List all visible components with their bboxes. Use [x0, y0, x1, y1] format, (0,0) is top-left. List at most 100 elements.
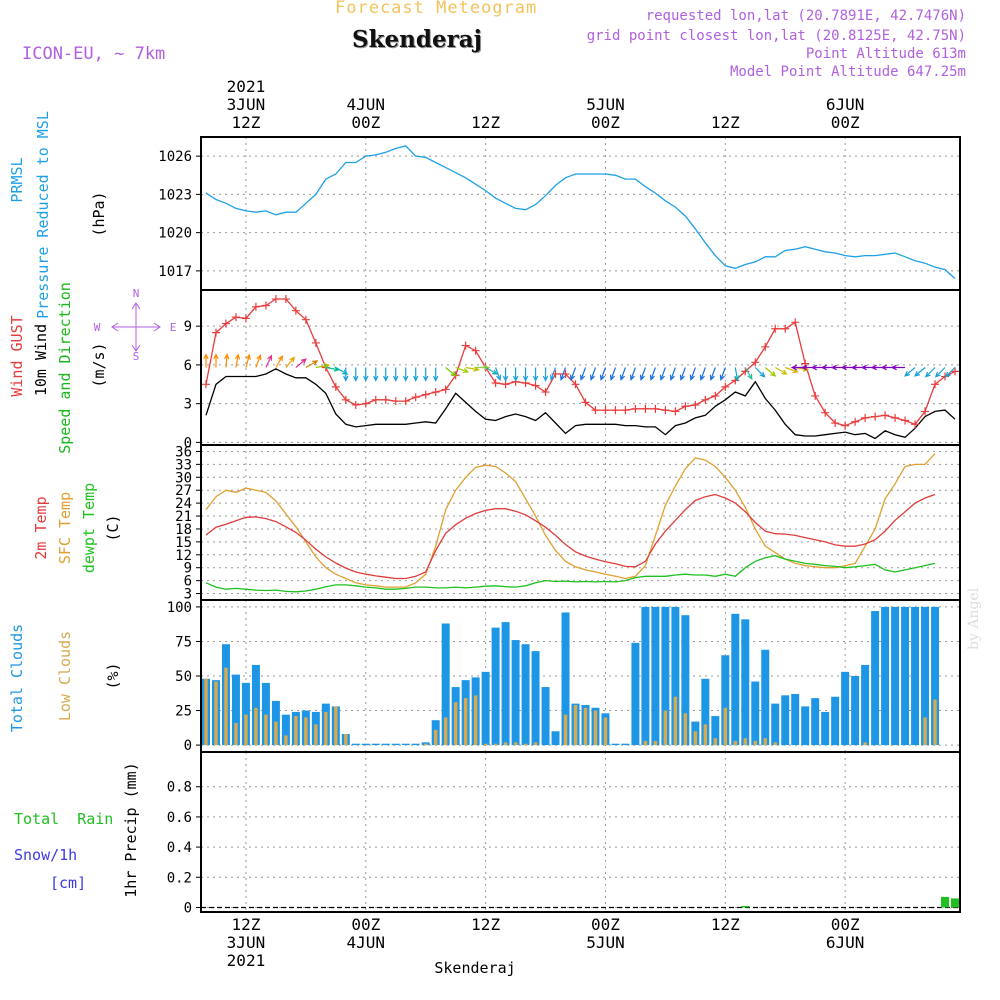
compass-east: E — [170, 321, 177, 334]
gust-marker — [201, 380, 210, 389]
wind-direction-arrow — [455, 366, 470, 374]
y-tick-label: 50 — [175, 669, 192, 685]
time-label-bottom: 4JUN — [347, 933, 386, 952]
total-cloud-bar — [721, 655, 730, 746]
panel-frame — [200, 751, 961, 913]
gust-marker — [411, 393, 420, 402]
wind-direction-arrow — [265, 354, 273, 368]
low-cloud-bar — [284, 735, 288, 746]
temp-unit: (C) — [104, 514, 122, 541]
low-cloud-bar — [214, 681, 218, 746]
time-label-top: 00Z — [351, 113, 380, 132]
low-cloud-bar — [603, 717, 608, 746]
gust-marker — [581, 398, 590, 407]
wind-direction-arrow — [422, 367, 429, 382]
wind-direction-arrow — [944, 367, 956, 378]
low-cloud-bar — [424, 743, 428, 746]
pressure-unit: (hPa) — [90, 191, 108, 236]
wind-direction-arrow — [234, 353, 241, 368]
total-cloud-bar — [501, 622, 510, 746]
total-cloud-bar — [561, 612, 570, 746]
total-cloud-bar — [641, 606, 650, 746]
gust-marker — [821, 408, 830, 417]
panel-frame — [200, 136, 961, 291]
pressure-label-2: Pressure Reduced to MSL — [34, 111, 52, 319]
total-cloud-bar — [241, 682, 250, 746]
wind-direction-arrow — [245, 353, 251, 368]
y-tick-label: 3 — [184, 397, 192, 413]
time-label-bottom: 12Z — [471, 915, 500, 934]
low-cloud-bar — [314, 724, 318, 746]
total-clouds-label: Total Clouds — [8, 624, 26, 732]
gust-marker — [681, 402, 690, 411]
total-cloud-bar — [831, 696, 840, 746]
low-cloud-bar — [753, 740, 757, 746]
gust-marker — [431, 388, 440, 397]
gust-line — [205, 298, 956, 427]
total-cloud-bar — [861, 664, 870, 746]
low-cloud-bar — [254, 707, 258, 746]
time-label-top: 6JUN — [826, 95, 865, 114]
gust-marker — [361, 399, 370, 408]
low-cloud-bar — [933, 699, 937, 746]
bottom-location-label: Skenderaj — [434, 959, 515, 977]
gust-marker — [611, 406, 620, 415]
grid-point-coords: grid point closest lon,lat (20.8125E, 42… — [586, 28, 966, 44]
wind-direction-arrow — [629, 367, 636, 382]
wind-direction-arrow — [679, 367, 686, 382]
gust-marker — [661, 406, 670, 415]
wind-direction-arrow — [343, 367, 349, 382]
gust-marker — [591, 406, 600, 415]
total-cloud-bar — [381, 743, 390, 746]
total-cloud-bar — [901, 606, 910, 746]
snow-label: Snow/1h — [14, 846, 77, 864]
low-cloud-bar — [673, 696, 678, 746]
sfc-temp-line — [205, 453, 936, 588]
gust-marker — [761, 342, 770, 351]
low-cloud-bar — [453, 702, 458, 746]
gust-marker — [251, 302, 260, 311]
wind-direction-arrow — [609, 367, 617, 382]
gust-marker — [541, 388, 550, 397]
total-cloud-bar — [781, 695, 790, 746]
wind-direction-arrow — [532, 367, 539, 382]
total-cloud-bar — [351, 743, 360, 746]
wind-direction-arrow — [890, 364, 906, 371]
wind-direction-arrow — [305, 360, 319, 369]
wind-direction-arrow — [569, 367, 577, 382]
total-cloud-bar — [371, 743, 380, 746]
low-cloud-bar — [294, 716, 298, 746]
gust-marker — [621, 406, 630, 415]
gust-marker — [851, 417, 860, 426]
gust-marker — [471, 346, 480, 355]
sfc-temp-label: SFC Temp — [56, 492, 74, 564]
gust-marker — [401, 397, 410, 406]
wind-direction-arrow — [549, 367, 557, 382]
wind-direction-arrow — [485, 366, 499, 375]
gust-marker — [421, 390, 430, 399]
gust-marker — [221, 319, 230, 328]
wind-direction-arrow — [285, 356, 296, 368]
y-tick-label: 3 — [184, 587, 192, 603]
y-tick-label: 24 — [175, 496, 192, 512]
model-label: ICON-EU, ~ 7km — [22, 44, 166, 64]
total-cloud-bar — [881, 606, 890, 746]
gust-marker — [281, 295, 290, 304]
total-cloud-bar — [801, 706, 810, 746]
gust-marker — [901, 416, 910, 425]
gust-marker — [571, 380, 580, 389]
y-tick-label: 0.2 — [167, 870, 192, 886]
gust-marker — [391, 397, 400, 406]
wind-direction-arrow — [495, 367, 502, 382]
low-cloud-bar — [703, 724, 708, 746]
gust-marker — [311, 338, 320, 347]
gust-marker — [441, 385, 450, 394]
total-cloud-bar — [671, 606, 680, 746]
pressure-label-1: PRMSL — [8, 157, 26, 202]
low-cloud-bar — [743, 738, 747, 746]
low-cloud-bar — [324, 711, 328, 746]
wind-direction-arrow — [213, 353, 219, 368]
total-cloud-bar — [531, 651, 540, 746]
gust-marker — [601, 406, 610, 415]
gust-marker — [371, 395, 380, 404]
